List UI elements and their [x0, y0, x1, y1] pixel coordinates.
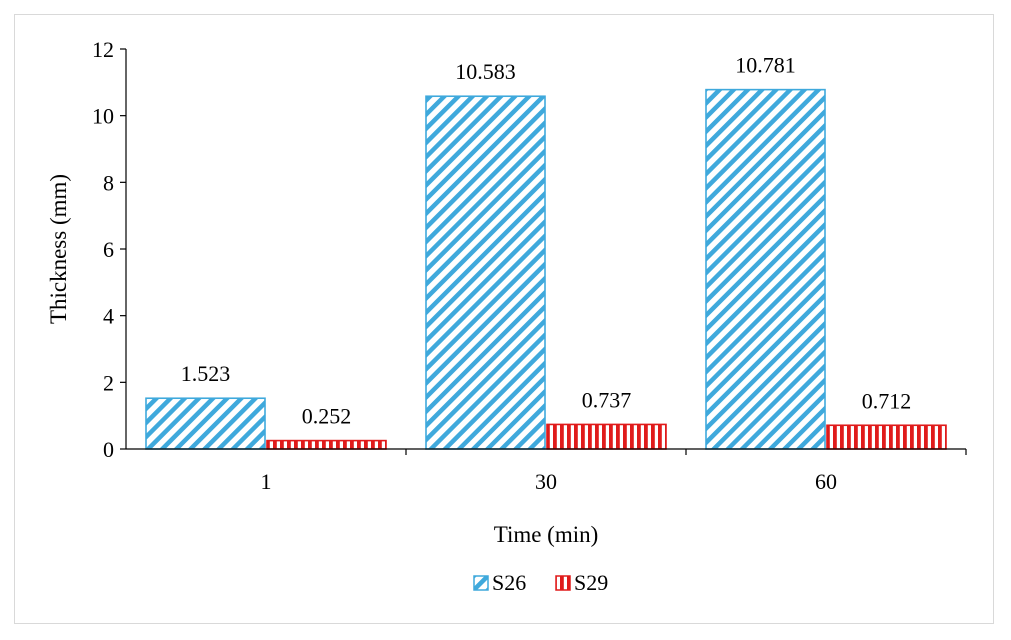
x-tick-label: 30 — [535, 469, 557, 494]
y-tick-label: 6 — [103, 237, 114, 262]
legend-item-s29: S29 — [555, 570, 608, 595]
y-tick-label: 12 — [92, 37, 114, 62]
bar-s26-30 — [425, 95, 546, 450]
x-axis-ticks: 1 30 60 — [261, 449, 967, 494]
data-label: 1.523 — [181, 361, 231, 386]
y-tick-label: 2 — [103, 370, 114, 395]
y-tick-label: 10 — [92, 104, 114, 129]
legend-label-s29: S29 — [574, 570, 608, 595]
bar-s29-60 — [826, 424, 947, 450]
data-label: 0.712 — [862, 388, 912, 413]
x-tick-label: 60 — [815, 469, 837, 494]
y-tick-label: 0 — [103, 437, 114, 462]
y-axis-ticks: 0 2 4 6 8 10 12 — [92, 37, 126, 462]
data-label: 10.583 — [455, 59, 516, 84]
bar-s26-1 — [145, 397, 266, 450]
bars — [145, 88, 947, 450]
x-tick-label: 1 — [261, 469, 272, 494]
bar-s29-1 — [266, 439, 387, 450]
y-tick-label: 4 — [103, 304, 114, 329]
legend-item-s26: S26 — [473, 570, 526, 595]
data-label: 0.737 — [582, 387, 632, 412]
legend-label-s26: S26 — [492, 570, 526, 595]
legend-swatch-s29 — [555, 575, 571, 591]
y-axis-title: Thickness (mm) — [46, 174, 71, 324]
x-axis-title: Time (min) — [494, 522, 599, 547]
bar-s29-30 — [546, 423, 667, 450]
legend: S26 S29 — [473, 570, 608, 595]
data-label: 10.781 — [735, 53, 796, 78]
legend-swatch-s26 — [473, 575, 489, 591]
bar-s26-60 — [705, 88, 826, 450]
data-labels: 1.523 0.252 10.583 0.737 10.781 0.712 — [181, 53, 912, 429]
y-tick-label: 8 — [103, 170, 114, 195]
data-label: 0.252 — [302, 404, 352, 429]
